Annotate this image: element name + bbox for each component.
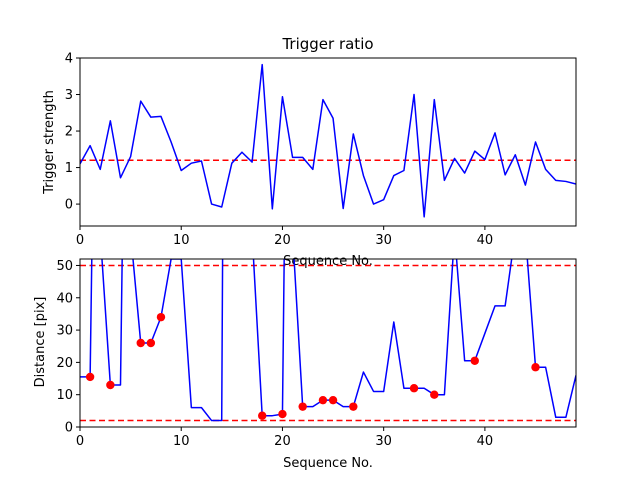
top-x-tick-label-1: 10 (173, 233, 190, 248)
bottom-y-tick-label-0: 0 (65, 421, 73, 436)
bottom-y-tick-label-5: 50 (56, 259, 73, 274)
bottom-x-tick-label-1: 10 (173, 434, 190, 449)
top-x-tick-label-2: 20 (274, 233, 291, 248)
bottom-y-tick-label-4: 40 (56, 291, 73, 306)
bottom-marker-9 (328, 395, 338, 405)
bottom-marker-1 (106, 380, 115, 390)
top-y-tick-label-4: 4 (65, 52, 73, 67)
top-series-line-0 (80, 63, 576, 218)
bottom-marker-3 (146, 338, 156, 348)
bottom-marker-5 (258, 411, 267, 420)
bottom-marker-12 (430, 390, 439, 399)
bottom-marker-8 (318, 395, 328, 405)
top-y-tick-label-0: 0 (65, 198, 73, 213)
bottom-y-tick-label-2: 20 (56, 356, 73, 371)
top-y-tick-label-3: 3 (65, 88, 73, 103)
top-chart-title: Trigger ratio (281, 35, 373, 53)
top-series-layer (80, 63, 576, 218)
bottom-marker-6 (278, 409, 287, 419)
bottom-frame (79, 258, 577, 428)
bottom-y-tick-label-3: 30 (56, 324, 73, 339)
bottom-marker-14 (531, 363, 540, 372)
top-x-tick-label-0: 0 (76, 233, 84, 248)
top-y-tick-label-2: 2 (65, 125, 73, 140)
bottom-marker-2 (136, 338, 145, 348)
bottom-x-tick-label-0: 0 (76, 434, 84, 449)
bottom-y-axis-label: Distance [pix] (33, 297, 48, 388)
bottom-marker-4 (156, 312, 166, 322)
bottom-plot-area: 0 10 20 30 40 0 10 20 30 40 50 (56, 258, 577, 449)
top-x-tick-label-4: 40 (477, 233, 494, 248)
bottom-marker-13 (470, 356, 479, 365)
trigger-ratio-chart: Trigger ratio 0 10 20 30 40 0 1 2 3 4 Trigger str… (42, 35, 577, 269)
top-plot-area: 0 10 20 30 40 0 1 2 3 4 (65, 52, 577, 248)
top-x-axis-label: Sequence No. (283, 254, 373, 269)
bottom-marker-7 (298, 402, 307, 411)
top-y-axis-label: Trigger strength (42, 90, 57, 195)
bottom-x-tick-label-4: 40 (477, 434, 494, 449)
top-frame (79, 57, 577, 227)
bottom-x-axis-label: Sequence No. (283, 456, 373, 471)
bottom-x-tick-label-2: 20 (274, 434, 291, 449)
top-y-tick-label-1: 1 (65, 161, 73, 176)
distance-chart: 0 10 20 30 40 0 10 20 30 40 50 Distance [pix] Sequ… (33, 258, 577, 471)
bottom-y-tick-label-1: 10 (56, 388, 73, 403)
bottom-x-tick-label-3: 30 (375, 434, 392, 449)
bottom-marker-10 (349, 402, 358, 411)
top-x-tick-label-3: 30 (375, 233, 392, 248)
bottom-marker-0 (85, 372, 95, 382)
bottom-marker-11 (409, 384, 419, 393)
bottom-series-layer (80, 259, 576, 422)
